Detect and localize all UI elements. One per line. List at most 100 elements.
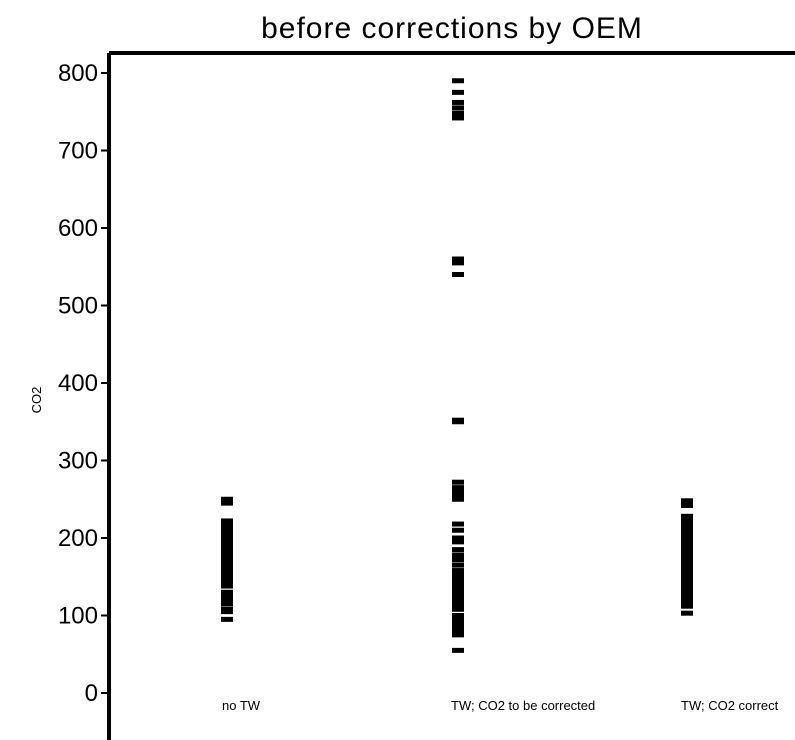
data-point [221,560,233,566]
y-tick-label: 600 [58,215,98,242]
data-point [452,535,464,541]
data-point [221,616,233,622]
data-point [681,552,693,558]
data-point [452,539,464,545]
data-point [452,575,464,581]
data-point [681,580,693,586]
data-point [452,479,464,485]
data-point [452,580,464,586]
data-point [452,628,464,634]
y-tick-label: 400 [58,370,98,397]
data-point [221,597,233,603]
data-point [681,521,693,527]
data-point [221,500,233,506]
data-point [452,599,464,605]
data-point [452,572,464,578]
data-point [681,591,693,597]
data-point [452,624,464,630]
data-point [452,115,464,121]
data-point [681,557,693,563]
data-point [452,616,464,622]
data-point [452,591,464,597]
category-label: TW; CO2 correct [681,698,779,713]
data-point [452,632,464,638]
data-point [681,599,693,605]
data-point [452,606,464,612]
data-point [221,606,233,612]
data-point [681,572,693,578]
data-point [452,496,464,502]
data-point [452,527,464,533]
data-point [681,526,693,532]
data-point [452,521,464,527]
data-point [452,417,464,423]
data-point [681,529,693,535]
data-marks [221,78,693,653]
data-point [452,272,464,277]
data-point [681,583,693,589]
data-point [681,560,693,566]
data-point [452,105,464,111]
data-point [452,89,464,95]
data-point [681,537,693,543]
data-point [452,547,464,553]
data-point [681,603,693,609]
data-point [452,492,464,498]
data-point [452,588,464,594]
y-tick-label: 200 [58,525,98,552]
data-point [681,595,693,601]
data-point [681,513,693,519]
data-point [681,498,693,504]
category-label: TW; CO2 to be corrected [451,698,595,713]
y-tick-label: 300 [58,448,98,475]
data-point [452,557,464,563]
data-point [221,601,233,607]
data-point [452,595,464,601]
data-point [452,620,464,626]
data-point [221,583,233,589]
data-point [452,552,464,558]
data-point [681,568,693,574]
y-tick-label: 500 [58,293,98,320]
y-axis-label: CO2 [29,387,44,414]
data-point [452,583,464,589]
category-label: no TW [222,698,261,713]
data-point [681,544,693,550]
data-point [452,260,464,266]
data-point [452,568,464,574]
y-axis-ticks: 0 100 200 300 400 500 600 700 800 [58,60,109,707]
data-point [452,562,464,568]
category-labels: no TW TW; CO2 to be corrected TW; CO2 corr… [222,698,779,713]
y-tick-label: 800 [58,60,98,87]
data-point [681,575,693,581]
data-point [452,613,464,618]
data-point [452,485,464,491]
data-point [681,588,693,594]
data-point [221,521,233,527]
data-point [452,78,464,84]
y-tick-label: 100 [58,603,98,630]
data-point [221,552,233,558]
data-point [681,564,693,570]
data-point [681,518,693,524]
data-point [452,489,464,494]
data-point [681,502,693,508]
data-point [452,99,464,105]
data-point [452,110,464,116]
data-point [221,526,233,532]
data-point [452,256,464,262]
chart-title: before corrections by OEM [261,12,643,45]
data-point [681,533,693,539]
y-tick-label: 0 [85,680,98,707]
axes [107,51,795,740]
data-point [681,610,693,616]
data-point [452,647,464,653]
data-point [221,518,233,524]
data-point [452,603,464,609]
data-point [221,589,233,595]
data-point [221,568,233,574]
data-point [221,529,233,535]
y-tick-label: 700 [58,138,98,165]
data-point [221,544,233,550]
